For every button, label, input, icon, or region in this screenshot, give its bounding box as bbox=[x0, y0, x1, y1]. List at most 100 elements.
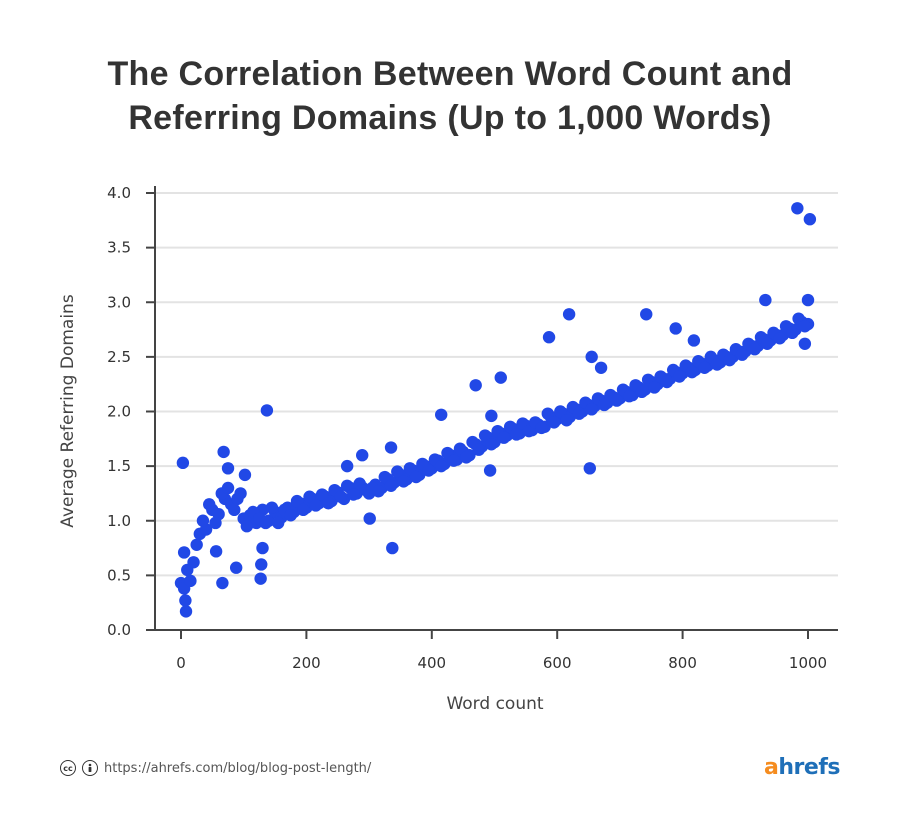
data-point bbox=[542, 331, 556, 344]
chart-title-line-2: Referring Domains (Up to 1,000 Words) bbox=[128, 99, 772, 137]
data-point bbox=[798, 320, 812, 333]
chart-title-line-1: The Correlation Between Word Count and bbox=[107, 55, 793, 93]
x-tick-label: 400 bbox=[417, 654, 446, 672]
data-point bbox=[347, 488, 360, 501]
chart-title: The Correlation Between Word Count and R… bbox=[0, 52, 900, 140]
data-points bbox=[174, 202, 817, 618]
data-point bbox=[315, 488, 329, 501]
data-point bbox=[547, 416, 561, 429]
y-tick-label: 0.0 bbox=[107, 621, 131, 639]
y-axis-label: Average Referring Domains bbox=[58, 294, 78, 528]
data-point bbox=[510, 428, 523, 441]
data-point bbox=[453, 442, 467, 455]
data-point bbox=[472, 443, 486, 456]
data-point bbox=[598, 398, 611, 412]
data-point bbox=[435, 408, 448, 421]
data-point bbox=[176, 456, 190, 470]
data-point bbox=[216, 576, 229, 590]
data-point bbox=[203, 498, 216, 511]
data-point bbox=[623, 390, 636, 403]
data-point bbox=[585, 403, 598, 416]
data-point bbox=[378, 470, 391, 484]
data-point bbox=[409, 470, 423, 484]
data-point bbox=[403, 462, 417, 475]
data-point bbox=[384, 479, 398, 492]
data-point bbox=[290, 494, 304, 508]
source-url[interactable]: https://ahrefs.com/blog/blog-post-length… bbox=[104, 760, 372, 776]
data-point bbox=[723, 353, 736, 367]
attribution-icon bbox=[82, 760, 98, 776]
data-point bbox=[190, 538, 203, 551]
data-point bbox=[372, 485, 385, 498]
data-point bbox=[384, 441, 398, 454]
data-point bbox=[254, 572, 267, 585]
x-axis-label: Word count bbox=[446, 694, 543, 714]
data-point bbox=[240, 520, 254, 533]
data-point bbox=[259, 516, 272, 530]
data-point bbox=[184, 574, 197, 588]
data-point bbox=[798, 337, 812, 350]
y-tick-label: 1.0 bbox=[107, 512, 131, 530]
data-point bbox=[485, 409, 498, 423]
data-point bbox=[685, 365, 699, 379]
data-point bbox=[209, 545, 223, 558]
data-point bbox=[585, 350, 598, 364]
data-point bbox=[391, 465, 404, 478]
data-point bbox=[761, 337, 774, 350]
y-tick-label: 1.5 bbox=[107, 457, 131, 475]
data-point bbox=[340, 459, 354, 473]
data-point bbox=[284, 509, 297, 522]
data-point bbox=[554, 405, 567, 418]
data-point bbox=[803, 213, 817, 226]
data-point bbox=[435, 459, 448, 473]
data-point bbox=[698, 361, 711, 374]
data-point bbox=[363, 512, 376, 525]
x-tick-label: 600 bbox=[543, 654, 572, 672]
data-point bbox=[209, 516, 222, 530]
data-point bbox=[179, 605, 193, 618]
footer: cc https://ahrefs.com/blog/blog-post-len… bbox=[60, 760, 371, 776]
gridlines bbox=[155, 192, 838, 577]
y-tick-label: 4.0 bbox=[107, 184, 131, 202]
data-point bbox=[256, 541, 269, 555]
x-tick-label: 0 bbox=[176, 654, 186, 672]
data-point bbox=[773, 332, 786, 345]
data-point bbox=[485, 438, 498, 451]
data-point bbox=[228, 503, 241, 517]
data-point bbox=[340, 479, 354, 492]
data-point bbox=[255, 558, 268, 571]
x-tick-label: 800 bbox=[668, 654, 697, 672]
data-point bbox=[469, 379, 482, 392]
data-point bbox=[386, 541, 399, 555]
data-point bbox=[322, 497, 335, 510]
ahrefs-logo: ahrefs bbox=[764, 755, 840, 780]
data-point bbox=[229, 561, 243, 574]
axes: 0.0 0.5 1.0 1.5 2.0 2.5 3.0 3.5 4.0 0 200 400 600 800… bbox=[107, 184, 838, 672]
data-point bbox=[265, 501, 279, 514]
data-point bbox=[572, 407, 586, 420]
data-point bbox=[478, 429, 492, 442]
y-tick-label: 3.0 bbox=[107, 293, 131, 311]
data-point bbox=[483, 464, 497, 477]
data-point bbox=[673, 370, 686, 383]
data-point bbox=[687, 334, 701, 347]
data-point bbox=[334, 490, 348, 503]
data-point bbox=[260, 404, 274, 417]
data-point bbox=[594, 361, 608, 374]
creative-commons-icon: cc bbox=[60, 760, 76, 776]
data-point bbox=[610, 394, 623, 407]
data-point bbox=[522, 424, 536, 438]
data-point bbox=[234, 487, 247, 500]
data-point bbox=[217, 445, 230, 459]
data-point bbox=[759, 293, 772, 307]
data-point bbox=[497, 431, 511, 444]
data-point bbox=[635, 385, 649, 399]
data-point bbox=[422, 464, 435, 477]
data-point bbox=[583, 462, 597, 475]
y-tick-label: 0.5 bbox=[107, 566, 131, 584]
data-point bbox=[271, 516, 285, 530]
data-point bbox=[648, 381, 661, 394]
x-tick-label: 200 bbox=[292, 654, 321, 672]
data-point bbox=[196, 514, 210, 527]
